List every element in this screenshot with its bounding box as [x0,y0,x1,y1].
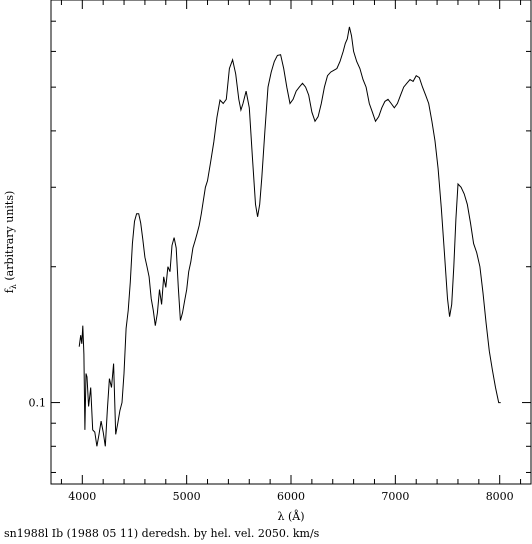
x-tick-label: 7000 [381,490,409,503]
y-axis-label-subscript: λ [9,284,18,289]
x-axis-tick-labels: 4000 5000 6000 7000 8000 [68,490,513,503]
y-axis-tick-labels: 0.1 [29,397,47,410]
x-tick-label: 8000 [486,490,514,503]
x-tick-label: 5000 [173,490,201,503]
y-axis-label-main: f [3,288,16,293]
x-axis-label: λ (Å) [278,509,305,523]
y-tick-label: 0.1 [29,397,47,410]
y-axis-label: fλ (arbitrary units) [3,191,18,294]
y-axis-label-rest: (arbitrary units) [3,191,16,284]
plot-frame [50,0,532,485]
x-tick-label: 6000 [277,490,305,503]
series-line-spectrum [78,26,501,447]
spectrum-caption: sn1988l Ib (1988 05 11) deredsh. by hel.… [4,527,320,540]
x-tick-label: 4000 [68,490,96,503]
x-axis-ticks [60,0,522,484]
y-axis-ticks [51,20,531,473]
